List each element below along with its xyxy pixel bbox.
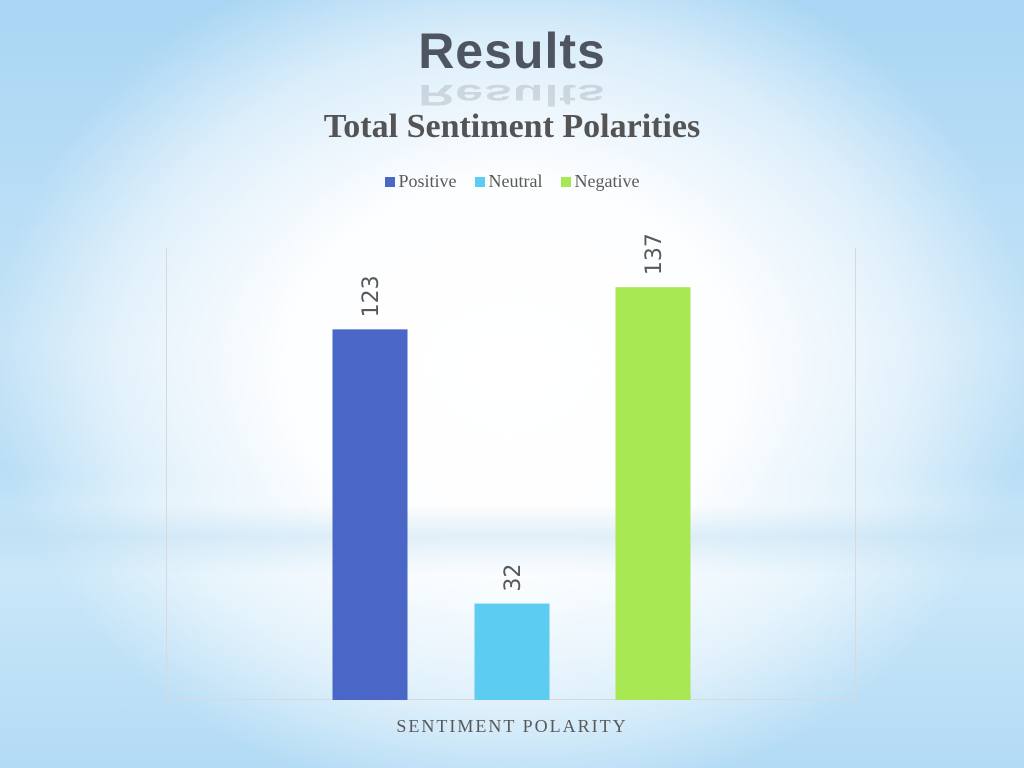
legend-item-negative: Negative [560, 171, 640, 192]
legend-label-positive: Positive [398, 171, 457, 191]
slide-title: Results [418, 23, 606, 79]
legend-item-neutral: Neutral [474, 171, 543, 192]
legend-label-neutral: Neutral [488, 171, 543, 191]
data-label-positive: 123 [359, 275, 384, 317]
bar-positive [332, 329, 408, 700]
bar-negative [615, 287, 691, 700]
legend-swatch-positive [384, 176, 395, 187]
bar-chart-svg: 123 32 137 [332, 233, 691, 700]
x-axis-label: SENTIMENT POLARITY [396, 716, 628, 736]
legend-label-negative: Negative [574, 171, 640, 191]
plot-area: 123 32 137 [166, 233, 856, 700]
chart-legend: Positive Neutral Negative [0, 171, 1024, 192]
legend-swatch-negative [560, 176, 571, 187]
legend-swatch-neutral [474, 176, 485, 187]
chart-title: Total Sentiment Polarities [323, 108, 701, 145]
data-label-neutral: 32 [501, 564, 526, 592]
data-label-negative: 137 [642, 233, 667, 275]
bar-neutral [474, 603, 550, 700]
legend-item-positive: Positive [384, 171, 457, 192]
